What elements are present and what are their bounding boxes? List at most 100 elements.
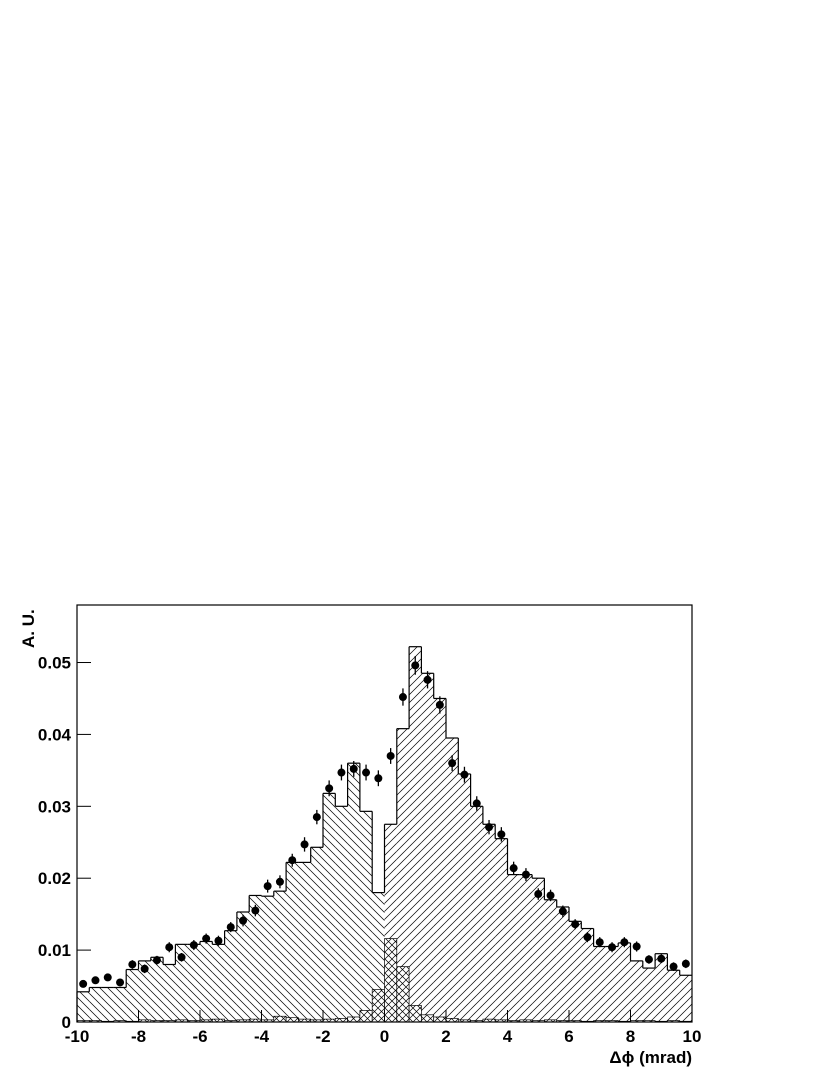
- hist-bar: [667, 970, 680, 1022]
- data-point: [165, 943, 174, 952]
- data-point: [239, 916, 248, 925]
- hist-bar: [519, 874, 533, 1022]
- hist-bar: [495, 838, 508, 1022]
- data-point: [657, 954, 666, 963]
- data-point: [288, 856, 297, 865]
- hist-bar: [113, 987, 127, 1022]
- data-point: [546, 891, 555, 900]
- background-bar: [347, 1016, 361, 1023]
- hist-bar: [458, 773, 471, 1022]
- hist-bar: [77, 991, 90, 1022]
- data-point: [263, 882, 272, 891]
- hist-bar: [544, 899, 557, 1022]
- x-tick-label: -2: [315, 1027, 330, 1046]
- hist-bar: [409, 646, 422, 1022]
- data-point: [435, 700, 444, 709]
- data-point: [620, 938, 629, 947]
- data-point: [472, 799, 481, 808]
- data-point: [202, 934, 211, 943]
- data-point: [128, 960, 137, 969]
- data-point: [140, 964, 149, 973]
- hist-bar: [89, 987, 102, 1022]
- x-tick-label: 4: [503, 1027, 513, 1046]
- x-tick-label: -8: [131, 1027, 146, 1046]
- data-point: [374, 774, 383, 783]
- data-point: [644, 955, 653, 964]
- hist-bar: [200, 941, 213, 1022]
- hist-bar: [101, 987, 114, 1022]
- hist-bar: [482, 824, 496, 1022]
- data-point: [681, 959, 690, 968]
- data-point: [423, 675, 432, 684]
- data-point: [583, 933, 592, 942]
- hist-bar: [679, 975, 692, 1022]
- hist-bar: [163, 964, 176, 1022]
- data-point: [116, 978, 125, 987]
- data-point: [312, 813, 321, 822]
- background-bar: [273, 1015, 287, 1023]
- data-point: [608, 943, 617, 952]
- hist-bar: [347, 763, 360, 1022]
- y-tick-label: 0.01: [38, 941, 71, 960]
- background-bar: [421, 1014, 435, 1023]
- data-point: [411, 661, 420, 670]
- data-point: [91, 976, 100, 985]
- data-point: [521, 870, 530, 879]
- background-bar: [371, 989, 385, 1023]
- data-point: [300, 840, 309, 849]
- data-point: [226, 923, 235, 932]
- data-point: [669, 962, 678, 971]
- hist-bar: [569, 921, 582, 1022]
- hist-bar: [150, 957, 164, 1022]
- hist-bar: [556, 906, 569, 1022]
- data-point: [497, 830, 506, 839]
- hist-bar: [593, 946, 606, 1022]
- data-point: [398, 693, 407, 702]
- x-tick-label: 10: [683, 1027, 702, 1046]
- data-point: [534, 890, 543, 899]
- background-bar: [396, 966, 410, 1023]
- data-point: [189, 941, 198, 950]
- hist-bar: [224, 930, 237, 1022]
- data-point: [448, 759, 457, 768]
- background-bar: [384, 938, 398, 1023]
- data-point: [558, 907, 567, 916]
- hist-bar: [581, 928, 594, 1022]
- data-point: [595, 938, 604, 947]
- data-point: [571, 920, 580, 929]
- background-bar: [285, 1017, 299, 1023]
- hist-bar: [335, 806, 348, 1022]
- y-tick-label: 0.04: [38, 725, 72, 744]
- hist-bar: [323, 793, 336, 1022]
- hist-bar: [470, 806, 483, 1022]
- x-tick-label: 0: [380, 1027, 389, 1046]
- background-bar: [433, 1016, 447, 1023]
- hist-bar: [359, 811, 373, 1022]
- data-point: [214, 936, 223, 945]
- hist-bar: [507, 874, 520, 1022]
- data-point: [103, 973, 112, 982]
- x-tick-label: 8: [626, 1027, 635, 1046]
- x-axis-label: Δϕ (mrad): [609, 1048, 692, 1067]
- hist-bar: [261, 896, 274, 1022]
- data-point: [460, 770, 469, 779]
- y-axis-label: A. U.: [19, 609, 38, 648]
- background-bar: [408, 1005, 422, 1023]
- data-point: [386, 751, 395, 760]
- data-point: [337, 768, 346, 777]
- hist-bar: [605, 946, 619, 1022]
- data-point: [509, 864, 518, 873]
- data-point: [152, 956, 161, 965]
- y-tick-label: 0.03: [38, 797, 71, 816]
- hist-bar: [396, 728, 410, 1022]
- hist-bar: [655, 953, 668, 1022]
- data-point: [362, 768, 371, 777]
- data-point: [349, 764, 358, 773]
- y-tick-label: 0: [62, 1013, 71, 1032]
- data-point: [325, 784, 334, 793]
- data-point: [79, 979, 88, 988]
- hist-bar: [273, 891, 287, 1022]
- hist-bar: [618, 942, 631, 1022]
- background-bar: [359, 1010, 373, 1023]
